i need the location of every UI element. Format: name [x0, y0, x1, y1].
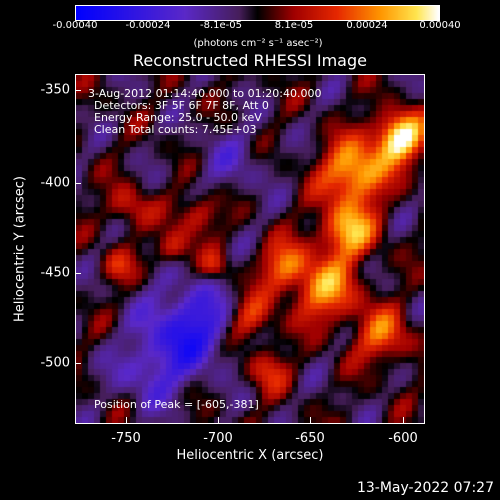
colorbar-tick: 0.00040 [419, 20, 461, 31]
x-tick-label: -600 [388, 431, 418, 446]
colorbar-tick: 0.00024 [346, 20, 388, 31]
clean-counts-text: Clean Total counts: 7.45E+03 [94, 123, 257, 136]
colorbar-tick: 8.1e-05 [274, 20, 314, 31]
image-plot: 3-Aug-2012 01:14:40.000 to 01:20:40.000 … [75, 74, 425, 424]
y-tick-mark [75, 183, 81, 184]
y-tick-label: -400 [40, 175, 70, 191]
y-tick-mark [75, 273, 81, 274]
heatmap-image [76, 75, 424, 423]
x-tick-mark [126, 417, 127, 423]
image-title: Reconstructed RHESSI Image [133, 51, 367, 70]
colorbar-tick: -8.1e-05 [200, 20, 242, 31]
y-axis-label: Heliocentric Y (arcsec) [12, 176, 28, 322]
energy-range-text: Energy Range: 25.0 - 50.0 keV [94, 111, 262, 124]
y-tick-mark [75, 363, 81, 364]
detectors-text: Detectors: 3F 5F 6F 7F 8F, Att 0 [94, 99, 269, 112]
y-tick-label: -350 [40, 82, 70, 98]
y-tick-label: -450 [40, 265, 70, 281]
colorbar [75, 5, 440, 21]
x-tick-label: -650 [295, 431, 325, 446]
y-tick-label: -500 [40, 355, 70, 371]
colorbar-units: (photons cm⁻² s⁻¹ asec⁻²) [193, 38, 323, 49]
peak-position-text: Position of Peak = [-605,-381] [94, 398, 259, 411]
y-tick-mark [75, 90, 81, 91]
x-axis-label: Heliocentric X (arcsec) [176, 448, 324, 463]
colorbar-tick: -0.00024 [125, 20, 171, 31]
x-tick-label: -750 [111, 431, 141, 446]
colorbar-tick: -0.00040 [52, 20, 98, 31]
x-tick-mark [403, 417, 404, 423]
x-tick-mark [310, 417, 311, 423]
timestamp-footer: 13-May-2022 07:27 [356, 480, 494, 496]
x-tick-label: -700 [203, 431, 233, 446]
x-tick-mark [218, 417, 219, 423]
time-range-text: 3-Aug-2012 01:14:40.000 to 01:20:40.000 [88, 87, 322, 100]
